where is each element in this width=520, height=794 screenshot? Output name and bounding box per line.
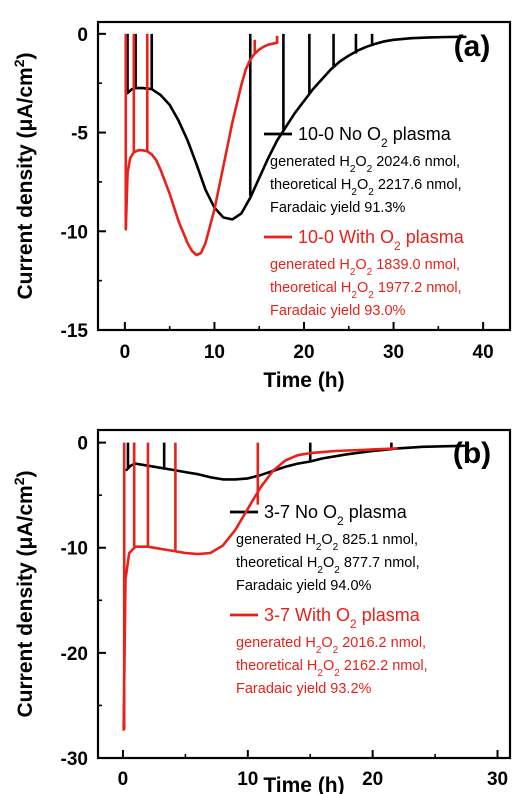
legend-entry: 3-7 With O2 plasma (264, 605, 421, 631)
legend-note: generated H2O2 2024.6 nmol, (270, 154, 460, 175)
legend-note: Faradaic yield 93.2% (236, 681, 372, 697)
series-with-plasma: 3-7 With O2 plasma generated H2O2 2016.2 … (122, 442, 428, 731)
legend-note: theoretical H2O2 1977.2 nmol, (270, 280, 462, 301)
legend-note: theoretical H2O2 877.7 nmol, (236, 555, 420, 576)
legend-entry: 10-0 With O2 plasma (298, 227, 465, 253)
series-line (125, 444, 466, 481)
y-tick-label: -10 (61, 539, 88, 560)
legend-note: generated H2O2 2016.2 nmol, (236, 635, 426, 656)
x-tick-label: 40 (473, 342, 494, 363)
panel-label: (b) (453, 437, 491, 470)
y-tick-label: -20 (61, 644, 88, 665)
series-no-plasma: 10-0 No O2 plasma generated H2O2 2024.6 n… (126, 33, 467, 221)
x-tick-label: 20 (362, 769, 383, 790)
legend-note: theoretical H2O2 2217.6 nmol, (270, 177, 462, 198)
legend-note: generated H2O2 1839.0 nmol, (270, 257, 460, 278)
x-tick-label: 30 (383, 342, 404, 363)
x-tick-label: 0 (120, 342, 131, 363)
panel-label: (a) (454, 30, 491, 63)
y-tick-label: -30 (61, 749, 88, 770)
legend-note: Faradaic yield 94.0% (236, 578, 372, 594)
series-line (122, 447, 398, 731)
y-tick-label: -15 (61, 321, 89, 342)
series-line (126, 35, 467, 221)
legend-note: theoretical H2O2 2162.2 nmol, (236, 658, 428, 679)
y-axis-title: Current density (μA/cm2) (11, 470, 37, 717)
plot-frame (96, 428, 512, 760)
x-axis-title: Time (h) (263, 369, 344, 392)
x-tick-label: 20 (293, 342, 314, 363)
series-with-plasma: 10-0 With O2 plasma generated H2O2 1839.0… (124, 33, 465, 319)
y-axis-title: Current density (μA/cm2) (11, 52, 37, 299)
y-tick-label: 0 (77, 434, 88, 455)
x-tick-label: 10 (237, 769, 258, 790)
series-no-plasma: 3-7 No O2 plasma generated H2O2 825.1 nmo… (125, 442, 466, 594)
x-tick-label: 10 (204, 342, 225, 363)
legend-entry: 3-7 No O2 plasma (264, 502, 408, 528)
x-axis-title: Time (h) (263, 774, 344, 794)
legend-note: Faradaic yield 93.0% (270, 303, 406, 319)
panel-a: 0 10 20 30 40 0 -5 -10 -15 Time (h) Current densit… (11, 20, 512, 392)
panel-b: 0 10 20 30 0 -10 -20 -30 Time (h) Current density… (11, 428, 512, 794)
y-tick-label: -5 (71, 124, 88, 145)
legend-note: Faradaic yield 91.3% (270, 200, 406, 216)
legend-entry: 10-0 No O2 plasma (298, 124, 452, 150)
x-tick-label: 0 (118, 769, 129, 790)
y-tick-label: 0 (77, 25, 88, 46)
y-tick-label: -10 (61, 222, 88, 243)
series-line (124, 41, 279, 257)
x-tick-label: 30 (487, 769, 508, 790)
legend-note: generated H2O2 825.1 nmol, (236, 532, 418, 553)
